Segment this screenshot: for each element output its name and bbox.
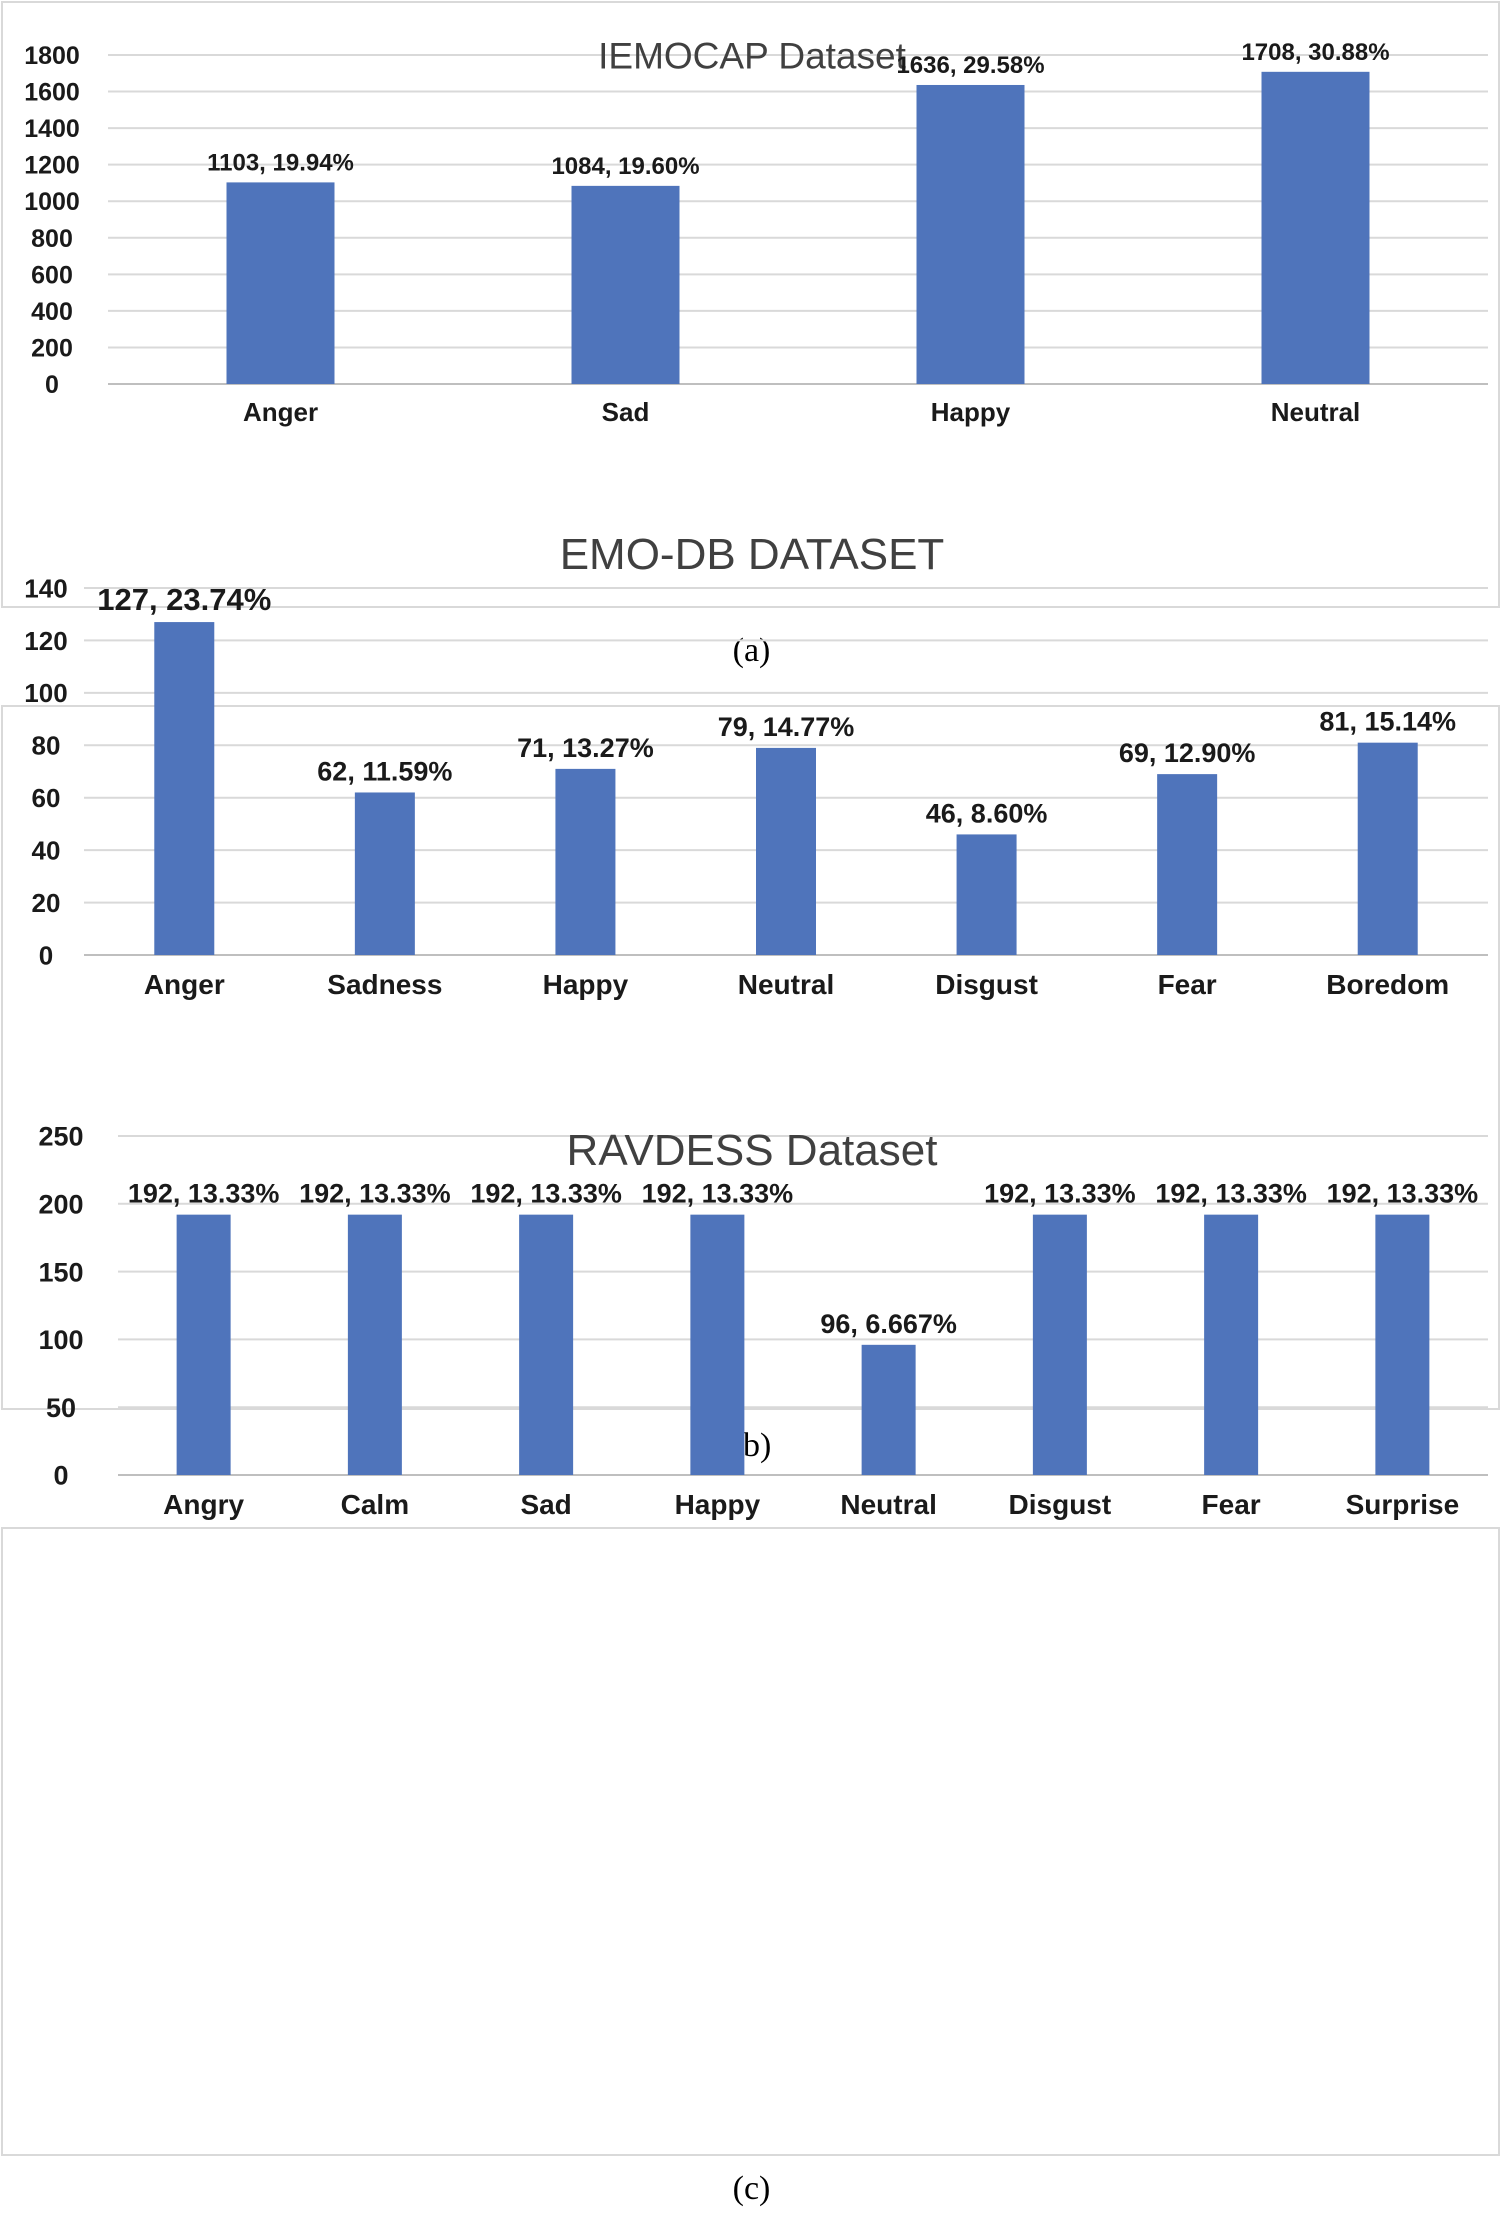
bar-sad xyxy=(519,1214,574,1475)
x-tick-label: Happy xyxy=(675,1489,761,1520)
data-label: 127, 23.74% xyxy=(97,582,271,617)
y-tick-label: 600 xyxy=(31,261,73,289)
y-tick-label: 140 xyxy=(24,573,67,603)
y-tick-label: 1600 xyxy=(24,79,80,107)
y-tick-label: 200 xyxy=(31,334,73,362)
data-label: 192, 13.33% xyxy=(299,1179,451,1209)
bar-chart-ravdess: 0 50 100 150 200 250 RAVDESS Dataset 192, 13.33… xyxy=(1,1122,1500,2156)
bar-happy xyxy=(555,768,616,955)
data-label: 192, 13.33% xyxy=(1155,1179,1307,1209)
bar-anger xyxy=(226,182,335,384)
x-tick-label: Anger xyxy=(144,969,225,1000)
bar-happy xyxy=(916,84,1025,384)
caption-a: (a) xyxy=(732,632,771,669)
bar-sad xyxy=(571,185,680,384)
data-label: 81, 15.14% xyxy=(1319,707,1456,737)
chart-panel-emodb: 0 20 40 60 80 100 120 140 EMO-DB DATASET 127, 23.… xyxy=(1,530,1500,1410)
data-label: 79, 14.77% xyxy=(718,712,855,742)
y-tick-label: 120 xyxy=(24,626,67,656)
bar-angry xyxy=(176,1214,231,1475)
data-label: 192, 13.33% xyxy=(1327,1179,1479,1209)
chart-title: IEMOCAP Dataset xyxy=(598,35,906,76)
y-tick-label: 80 xyxy=(32,731,61,761)
bar-neutral xyxy=(1261,71,1370,384)
y-tick-label: 1400 xyxy=(24,115,80,143)
x-tick-label: Calm xyxy=(341,1489,409,1520)
y-tick-label: 1200 xyxy=(24,152,80,180)
data-label: 192, 13.33% xyxy=(984,1179,1136,1209)
x-tick-label: Disgust xyxy=(1009,1489,1112,1520)
bar-disgust xyxy=(1032,1214,1087,1475)
x-tick-label: Fear xyxy=(1158,969,1217,1000)
y-tick-label: 0 xyxy=(53,1461,68,1491)
chart-panel-ravdess: 0 50 100 150 200 250 RAVDESS Dataset 192, 13.33… xyxy=(1,1122,1500,2156)
x-tick-label: Fear xyxy=(1202,1489,1261,1520)
y-tick-label: 150 xyxy=(38,1257,83,1287)
y-tick-label: 100 xyxy=(24,678,67,708)
bar-calm xyxy=(347,1214,402,1475)
data-label: 1103, 19.94% xyxy=(207,149,354,176)
bar-disgust xyxy=(956,834,1017,955)
bar-sadness xyxy=(354,792,415,955)
data-label: 1084, 19.60% xyxy=(551,153,699,180)
x-tick-label: Neutral xyxy=(1271,397,1361,427)
data-label: 192, 13.33% xyxy=(128,1179,280,1209)
bar-neutral xyxy=(861,1344,916,1475)
data-label: 62, 11.59% xyxy=(317,756,452,786)
bar-fear xyxy=(1204,1214,1259,1475)
y-tick-label: 800 xyxy=(31,225,73,253)
x-tick-label: Sadness xyxy=(327,969,442,1000)
y-tick-label: 1800 xyxy=(24,42,80,70)
x-tick-label: Neutral xyxy=(738,969,834,1000)
x-tick-label: Surprise xyxy=(1346,1489,1460,1520)
data-label: 1636, 29.58% xyxy=(896,52,1044,79)
y-tick-label: 50 xyxy=(46,1393,76,1423)
x-tick-label: Sad xyxy=(520,1489,571,1520)
data-label: 96, 6.667% xyxy=(820,1309,957,1339)
y-tick-label: 0 xyxy=(39,940,53,970)
y-tick-label: 200 xyxy=(38,1190,83,1220)
y-tick-label: 400 xyxy=(31,298,73,326)
x-tick-label: Neutral xyxy=(840,1489,936,1520)
y-tick-label: 0 xyxy=(45,371,59,399)
data-label: 71, 13.27% xyxy=(517,733,654,763)
x-tick-label: Happy xyxy=(931,397,1011,427)
data-label: 46, 8.60% xyxy=(926,798,1048,828)
y-tick-label: 60 xyxy=(32,783,61,813)
bar-boredom xyxy=(1357,742,1418,955)
chart-title: EMO-DB DATASET xyxy=(560,530,945,579)
y-tick-label: 20 xyxy=(32,888,61,918)
caption-c: (c) xyxy=(732,2170,771,2207)
x-tick-label: Disgust xyxy=(935,969,1038,1000)
y-tick-label: 250 xyxy=(38,1122,83,1152)
y-tick-label: 100 xyxy=(38,1325,83,1355)
bar-surprise xyxy=(1375,1214,1430,1475)
y-tick-label: 1000 xyxy=(24,188,80,216)
bar-neutral xyxy=(756,747,816,955)
data-label: 192, 13.33% xyxy=(642,1179,794,1209)
x-tick-label: Boredom xyxy=(1326,969,1449,1000)
bar-anger xyxy=(154,622,215,955)
bar-chart-emodb: 0 20 40 60 80 100 120 140 EMO-DB DATASET 127, 23.… xyxy=(1,530,1500,1410)
x-tick-label: Sad xyxy=(602,397,650,427)
x-tick-label: Anger xyxy=(243,397,318,427)
data-label: 69, 12.90% xyxy=(1119,738,1256,768)
bar-fear xyxy=(1157,774,1218,955)
x-tick-label: Angry xyxy=(163,1489,244,1520)
x-tick-label: Happy xyxy=(543,969,629,1000)
chart-title: RAVDESS Dataset xyxy=(567,1126,938,1175)
chart-panel-iemocap: 0 200 400 600 800 1000 1200 1400 1600 1800 IEMOCAP… xyxy=(0,0,1503,612)
bar-chart-iemocap: 0 200 400 600 800 1000 1200 1400 1600 1800 IEMOCAP… xyxy=(1,1,1500,608)
data-label: 1708, 30.88% xyxy=(1241,39,1389,66)
bar-happy xyxy=(690,1214,745,1475)
data-label: 192, 13.33% xyxy=(470,1179,622,1209)
chart-frame xyxy=(1,1527,1500,2156)
y-tick-label: 40 xyxy=(32,836,61,866)
